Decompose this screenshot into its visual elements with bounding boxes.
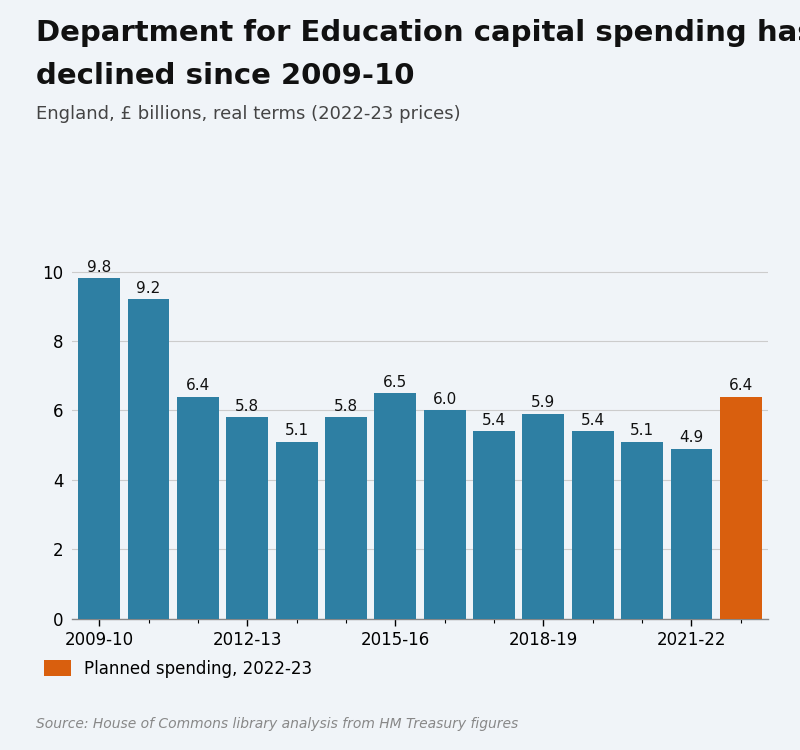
- Text: 5.1: 5.1: [285, 423, 309, 438]
- Bar: [226, 417, 268, 619]
- Bar: [424, 410, 466, 619]
- Text: 6.0: 6.0: [433, 392, 457, 407]
- Bar: [177, 397, 219, 619]
- Bar: [78, 278, 120, 619]
- Text: 5.4: 5.4: [482, 413, 506, 428]
- Text: 4.9: 4.9: [679, 430, 704, 445]
- Text: declined since 2009-10: declined since 2009-10: [36, 62, 414, 89]
- Bar: [325, 417, 367, 619]
- Bar: [621, 442, 663, 619]
- Bar: [720, 397, 762, 619]
- Text: 5.1: 5.1: [630, 423, 654, 438]
- Legend: Planned spending, 2022-23: Planned spending, 2022-23: [44, 660, 313, 678]
- Bar: [127, 299, 170, 619]
- Text: 6.4: 6.4: [186, 378, 210, 393]
- Bar: [374, 393, 416, 619]
- Text: 9.8: 9.8: [87, 260, 111, 275]
- Text: 5.8: 5.8: [235, 399, 259, 414]
- Bar: [522, 414, 564, 619]
- Bar: [473, 431, 515, 619]
- Text: 5.8: 5.8: [334, 399, 358, 414]
- Bar: [276, 442, 318, 619]
- Text: 9.2: 9.2: [136, 280, 161, 296]
- Text: 6.5: 6.5: [383, 374, 407, 389]
- Text: Department for Education capital spending has: Department for Education capital spendin…: [36, 19, 800, 46]
- Text: 5.4: 5.4: [581, 413, 605, 428]
- Text: 5.9: 5.9: [531, 395, 555, 410]
- Bar: [572, 431, 614, 619]
- Text: Source: House of Commons library analysis from HM Treasury figures: Source: House of Commons library analysi…: [36, 717, 518, 731]
- Text: 6.4: 6.4: [729, 378, 753, 393]
- Bar: [670, 448, 713, 619]
- Text: England, £ billions, real terms (2022-23 prices): England, £ billions, real terms (2022-23…: [36, 105, 461, 123]
